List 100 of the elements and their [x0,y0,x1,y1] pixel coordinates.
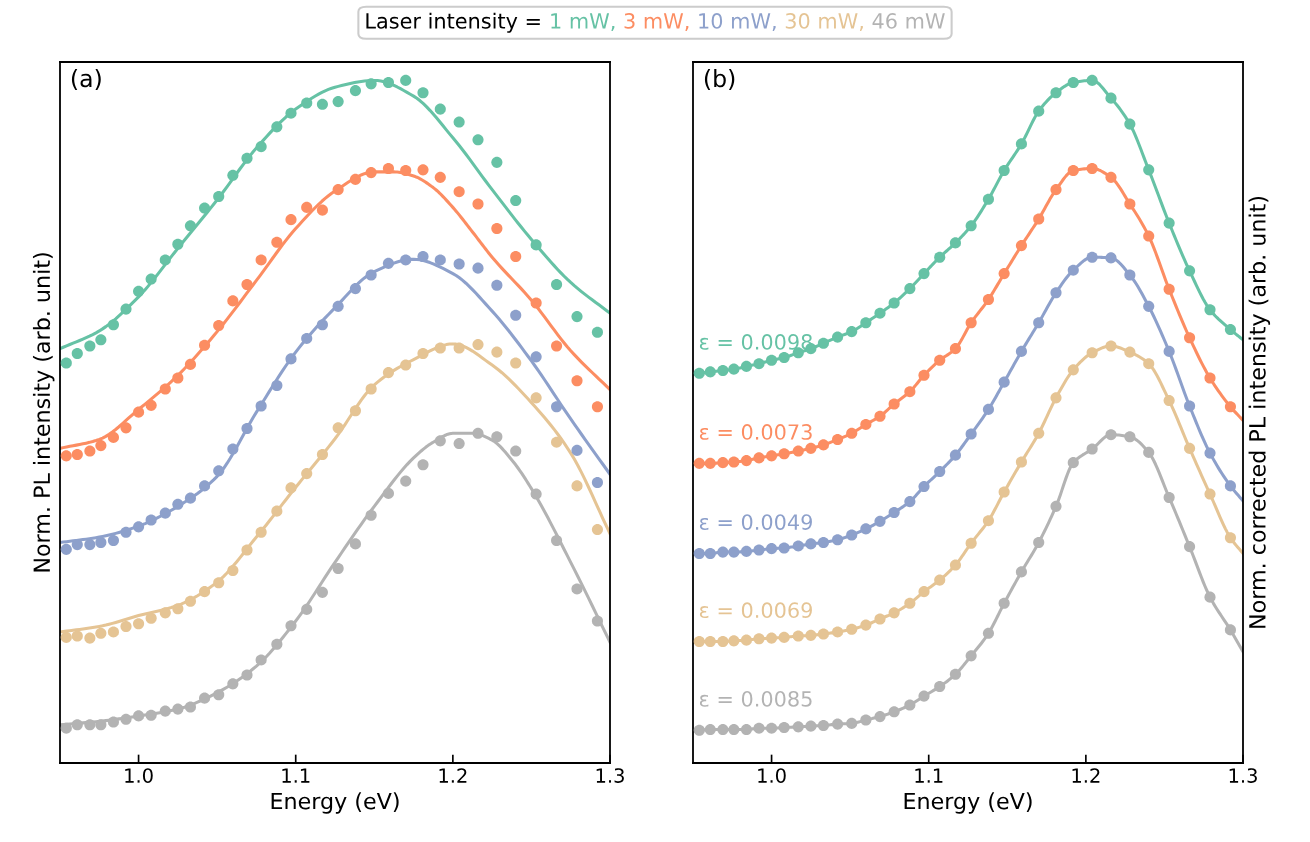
point [874,515,886,527]
point [1184,541,1196,553]
point [285,353,297,365]
point [159,383,171,395]
point [1050,500,1062,512]
point [95,334,107,346]
point [1124,118,1136,130]
text: 10 mW, [699,13,776,31]
point [888,706,900,718]
point [145,612,157,624]
point [778,721,790,734]
point [199,339,211,351]
point [591,524,603,536]
point [949,668,961,680]
point [874,307,886,319]
point [874,410,886,422]
point [227,295,239,307]
point [417,250,429,263]
point [332,422,344,434]
point [472,134,484,146]
point [1143,446,1155,458]
point [332,96,344,108]
point [365,78,377,90]
point [792,630,804,642]
point [728,635,740,647]
y-axis-title: Norm. corrected PL intensity (arb. unit) [1248,196,1271,628]
point [704,366,716,378]
point [172,603,184,615]
point [301,97,313,109]
point [1086,74,1098,86]
point [1015,456,1027,468]
point [145,399,157,411]
point [846,427,858,439]
point [982,515,994,527]
point [1184,265,1196,277]
point [133,618,145,630]
point [704,457,716,469]
x-tick-label: 1.1 [282,768,310,783]
point [227,443,239,455]
point [60,631,72,643]
point [998,486,1010,498]
point [860,619,872,631]
x-axis-title: Energy (eV) [904,792,1032,814]
point [846,623,858,635]
point [491,222,503,235]
point [1204,488,1216,500]
text: 1 mW, [551,13,615,31]
point [332,300,344,312]
point [365,269,377,281]
point [571,583,583,595]
point [1086,443,1098,455]
point [704,724,716,736]
point [571,480,583,492]
x-tick-label: 1.2 [439,768,467,783]
point [740,455,752,467]
point [159,507,171,519]
x-tick-label: 1.3 [1229,768,1257,783]
point [1105,92,1117,104]
point [693,724,705,736]
point [817,719,829,732]
point [349,283,361,295]
chart-title: (a) [71,69,101,91]
point [349,405,361,417]
point [107,431,119,443]
point [888,607,900,619]
point [965,428,977,440]
point [717,635,729,648]
point [434,171,446,183]
text: 3 mW, [624,13,689,31]
point [766,632,778,644]
point [213,689,225,701]
point [349,173,361,185]
point [1163,345,1175,357]
point [434,342,446,354]
point [417,459,429,471]
point [832,626,844,638]
point [778,448,790,460]
point [982,193,994,205]
point [1224,401,1236,413]
point [778,542,790,554]
point [145,709,157,721]
point [693,367,705,379]
point [453,342,465,354]
point [728,363,740,375]
point [120,713,132,725]
point [591,476,603,489]
chart-title: (b) [704,69,735,91]
point [1124,269,1136,281]
point [145,273,157,285]
point [60,450,72,462]
point [1033,105,1045,117]
point [817,536,829,549]
point [285,107,297,119]
point [1204,591,1216,603]
point [349,85,361,97]
point [832,433,844,446]
point [271,379,283,392]
point [107,626,119,638]
point [255,141,267,153]
x-tick-label: 1.3 [596,768,624,783]
